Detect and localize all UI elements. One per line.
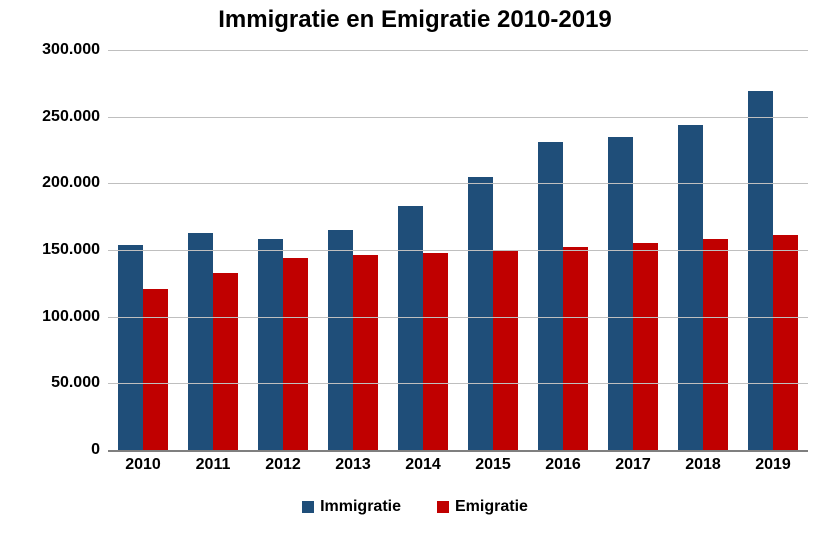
- y-axis-label: 50.000: [51, 374, 108, 392]
- x-axis-label: 2017: [615, 450, 651, 474]
- gridline: [108, 383, 808, 384]
- y-axis-label: 250.000: [42, 108, 108, 126]
- bar: [773, 235, 798, 450]
- bar: [143, 289, 168, 450]
- y-axis-label: 0: [91, 441, 108, 459]
- x-axis-label: 2012: [265, 450, 301, 474]
- x-axis-label: 2019: [755, 450, 791, 474]
- y-axis-label: 100.000: [42, 308, 108, 326]
- bar: [423, 253, 448, 450]
- y-axis-label: 200.000: [42, 174, 108, 192]
- bar: [748, 91, 773, 450]
- bar: [188, 233, 213, 450]
- x-axis-label: 2016: [545, 450, 581, 474]
- x-axis-label: 2014: [405, 450, 441, 474]
- gridline: [108, 183, 808, 184]
- x-axis-label: 2013: [335, 450, 371, 474]
- bar: [398, 206, 423, 450]
- gridline: [108, 117, 808, 118]
- bar: [633, 243, 658, 450]
- legend-label: Emigratie: [455, 498, 528, 516]
- bar: [283, 258, 308, 450]
- x-axis-label: 2010: [125, 450, 161, 474]
- bar: [563, 247, 588, 450]
- legend-item: Emigratie: [437, 498, 528, 516]
- bar: [538, 142, 563, 450]
- x-axis-label: 2011: [196, 450, 231, 474]
- bar: [213, 273, 238, 450]
- x-axis-label: 2015: [475, 450, 511, 474]
- gridline: [108, 317, 808, 318]
- legend-label: Immigratie: [320, 498, 401, 516]
- legend: Immigratie Emigratie: [0, 498, 830, 518]
- bar: [678, 125, 703, 450]
- chart-container: Immigratie en Emigratie 2010-2019 050.00…: [0, 0, 830, 548]
- legend-swatch: [437, 501, 449, 513]
- legend-item: Immigratie: [302, 498, 401, 516]
- bar: [493, 250, 518, 450]
- bar: [703, 239, 728, 450]
- bar: [118, 245, 143, 450]
- x-axis-label: 2018: [685, 450, 721, 474]
- bar: [328, 230, 353, 450]
- bar: [258, 239, 283, 450]
- gridline: [108, 50, 808, 51]
- bar: [468, 177, 493, 450]
- bar: [353, 255, 378, 450]
- plot-area: 050.000100.000150.000200.000250.000300.0…: [108, 50, 808, 452]
- y-axis-label: 300.000: [42, 41, 108, 59]
- chart-title: Immigratie en Emigratie 2010-2019: [0, 6, 830, 34]
- gridline: [108, 250, 808, 251]
- y-axis-label: 150.000: [42, 241, 108, 259]
- legend-swatch: [302, 501, 314, 513]
